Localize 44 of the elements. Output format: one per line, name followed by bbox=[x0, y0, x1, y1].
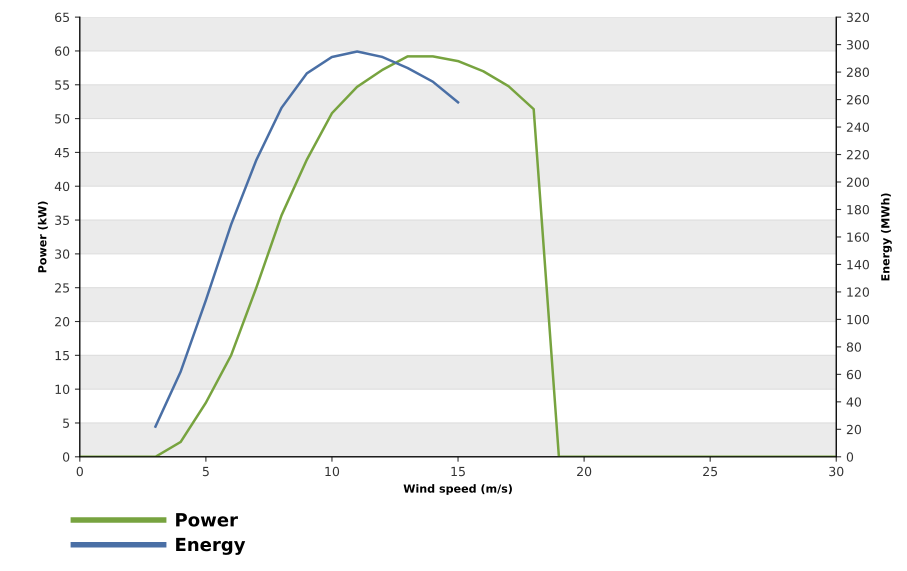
y-tick-label: 60 bbox=[55, 46, 70, 56]
y-tick-label: 35 bbox=[55, 216, 69, 225]
y-tick-label: 0 bbox=[62, 452, 70, 462]
y-axis-title: Power (kW) bbox=[38, 202, 48, 272]
y2-tick-label: 320 bbox=[846, 12, 870, 22]
y-tick-label: 50 bbox=[55, 114, 70, 124]
y-tick-label: 40 bbox=[54, 182, 70, 192]
y2-tick-label: 20 bbox=[846, 424, 862, 434]
y2-tick-label: 60 bbox=[846, 370, 862, 380]
y-tick-label: 15 bbox=[56, 350, 69, 360]
x-tick-label: 20 bbox=[577, 466, 592, 476]
y2-tick-label: 100 bbox=[847, 314, 870, 324]
y2-axis-title: Energy (MWh) bbox=[880, 193, 892, 280]
legend-label: Power bbox=[176, 513, 238, 527]
y-tick-label: 65 bbox=[55, 12, 69, 22]
y-tick-label: 10 bbox=[56, 384, 70, 394]
y2-tick-label: 300 bbox=[846, 40, 870, 50]
y-tick-label: 45 bbox=[54, 148, 69, 158]
x-tick-label: 10 bbox=[325, 466, 340, 476]
y2-tick-label: 240 bbox=[846, 122, 870, 132]
x-tick-label: 0 bbox=[76, 466, 83, 476]
y-tick-label: 30 bbox=[55, 249, 70, 259]
y2-tick-label: 140 bbox=[847, 260, 870, 270]
y2-tick-label: 220 bbox=[846, 150, 870, 160]
x-tick-label: 5 bbox=[202, 466, 209, 476]
x-axis-title: Wind speed (m/s) bbox=[404, 484, 512, 495]
y-tick-label: 5 bbox=[63, 418, 69, 428]
y2-tick-label: 0 bbox=[846, 452, 854, 462]
y2-tick-label: 180 bbox=[847, 204, 870, 214]
y2-tick-label: 160 bbox=[847, 232, 870, 242]
y-tick-label: 25 bbox=[55, 283, 69, 293]
y2-tick-label: 280 bbox=[846, 68, 870, 78]
y2-tick-label: 80 bbox=[846, 342, 862, 352]
y2-tick-label: 260 bbox=[846, 95, 870, 104]
y-tick-label: 20 bbox=[55, 316, 70, 326]
y-tick-label: 55 bbox=[55, 80, 69, 90]
y2-tick-label: 200 bbox=[846, 177, 870, 187]
legend-label: Energy bbox=[176, 538, 246, 555]
y2-tick-label: 120 bbox=[847, 287, 870, 297]
x-tick-label: 15 bbox=[451, 466, 465, 476]
x-tick-label: 25 bbox=[703, 466, 718, 476]
y2-tick-label: 40 bbox=[846, 397, 862, 407]
x-tick-label: 30 bbox=[829, 466, 844, 476]
line-series bbox=[154, 50, 460, 428]
